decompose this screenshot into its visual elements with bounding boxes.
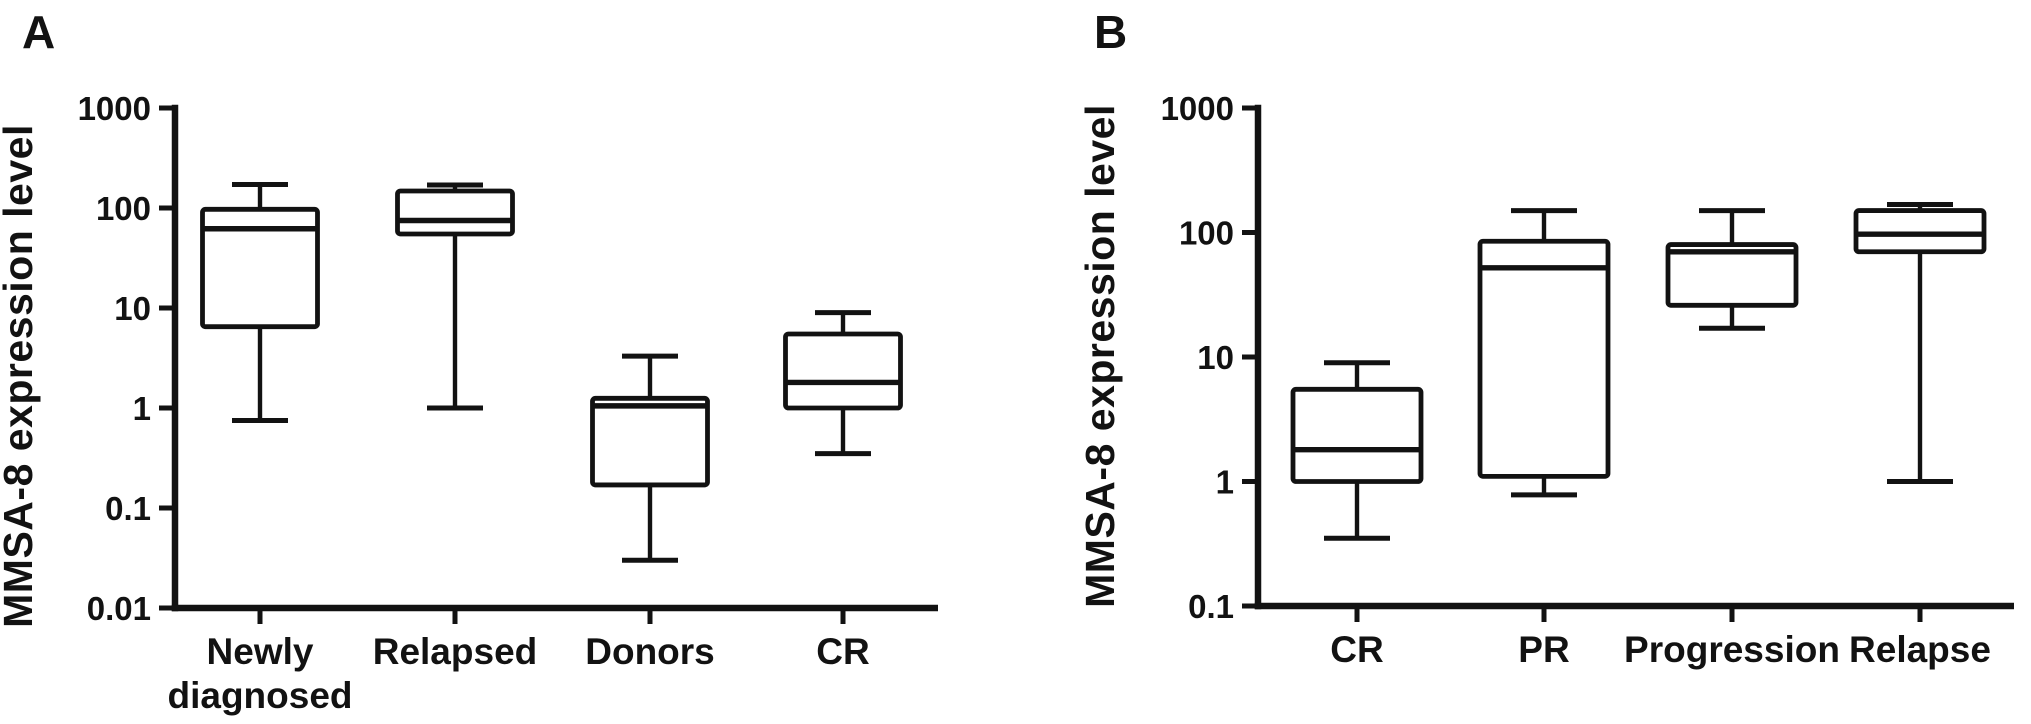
panel-b-box-progression: [1665, 208, 1799, 331]
panel-b-iqr-box-pr: [1477, 238, 1611, 479]
panel-a-ytick-label-10: 10: [114, 290, 151, 327]
panel-a-label: A: [22, 6, 55, 58]
panel-b-category-label-cr: CR: [1330, 629, 1383, 670]
panel-a-iqr-box-cr: [783, 331, 903, 411]
panel-a-ytick-label-1: 1: [133, 390, 151, 427]
panel-a-box-relapsed: [395, 182, 515, 411]
panel-a-box-cr: [783, 310, 903, 457]
panel-b-ytick-label-1: 1: [1216, 464, 1234, 501]
panel-a-category-label-donors: Donors: [585, 631, 715, 672]
panel-a-ytick-label-0.01: 0.01: [87, 590, 151, 627]
panel-a: A MMSA-8 expression level 1000 100 10 1 0.1 0.0…: [0, 6, 938, 716]
panel-b-category-label-progression: Progression: [1624, 629, 1840, 670]
panel-a-category-label-newly-diagnosed: Newly: [207, 631, 314, 672]
panel-b-box-pr: [1477, 208, 1611, 498]
panel-b-iqr-box-relapse: [1853, 208, 1987, 255]
panel-a-y-axis-title: MMSA-8 expression level: [0, 124, 41, 628]
panel-b-iqr-box-progression: [1665, 242, 1799, 308]
panel-a-category-label-relapsed: Relapsed: [373, 631, 538, 672]
panel-a-iqr-box-relapsed: [395, 188, 515, 237]
panel-b-ytick-label-1000: 1000: [1161, 90, 1234, 127]
panel-a-ytick-label-0.1: 0.1: [105, 490, 151, 527]
panel-b-ytick-label-10: 10: [1197, 339, 1234, 376]
panel-a-ytick-label-1000: 1000: [78, 90, 151, 127]
panel-b-ytick-label-0.1: 0.1: [1188, 588, 1234, 625]
panel-b-category-label-pr: PR: [1518, 629, 1569, 670]
panel-a-box-donors: [590, 353, 710, 563]
panel-b-iqr-box-cr: [1290, 386, 1424, 484]
panel-a-iqr-box-newly-diagnosed: [200, 206, 320, 330]
panel-b-label: B: [1094, 6, 1127, 58]
panel-b-y-axis-title: MMSA-8 expression level: [1077, 104, 1123, 608]
panel-a-ytick-label-100: 100: [96, 190, 151, 227]
panel-b: B MMSA-8 expression level 1000 100 10 1 0.1 CR P…: [1077, 6, 2014, 670]
panel-a-iqr-box-donors: [590, 395, 710, 488]
panel-b-category-label-relapse: Relapse: [1849, 629, 1991, 670]
panel-a-category-label-newly-diagnosed: diagnosed: [167, 675, 352, 716]
panel-b-box-relapse: [1853, 201, 1987, 484]
panel-b-box-cr: [1290, 360, 1424, 541]
panel-b-ytick-label-100: 100: [1179, 215, 1234, 252]
panel-a-box-newly-diagnosed: [200, 181, 320, 423]
panel-a-category-label-cr: CR: [816, 631, 869, 672]
